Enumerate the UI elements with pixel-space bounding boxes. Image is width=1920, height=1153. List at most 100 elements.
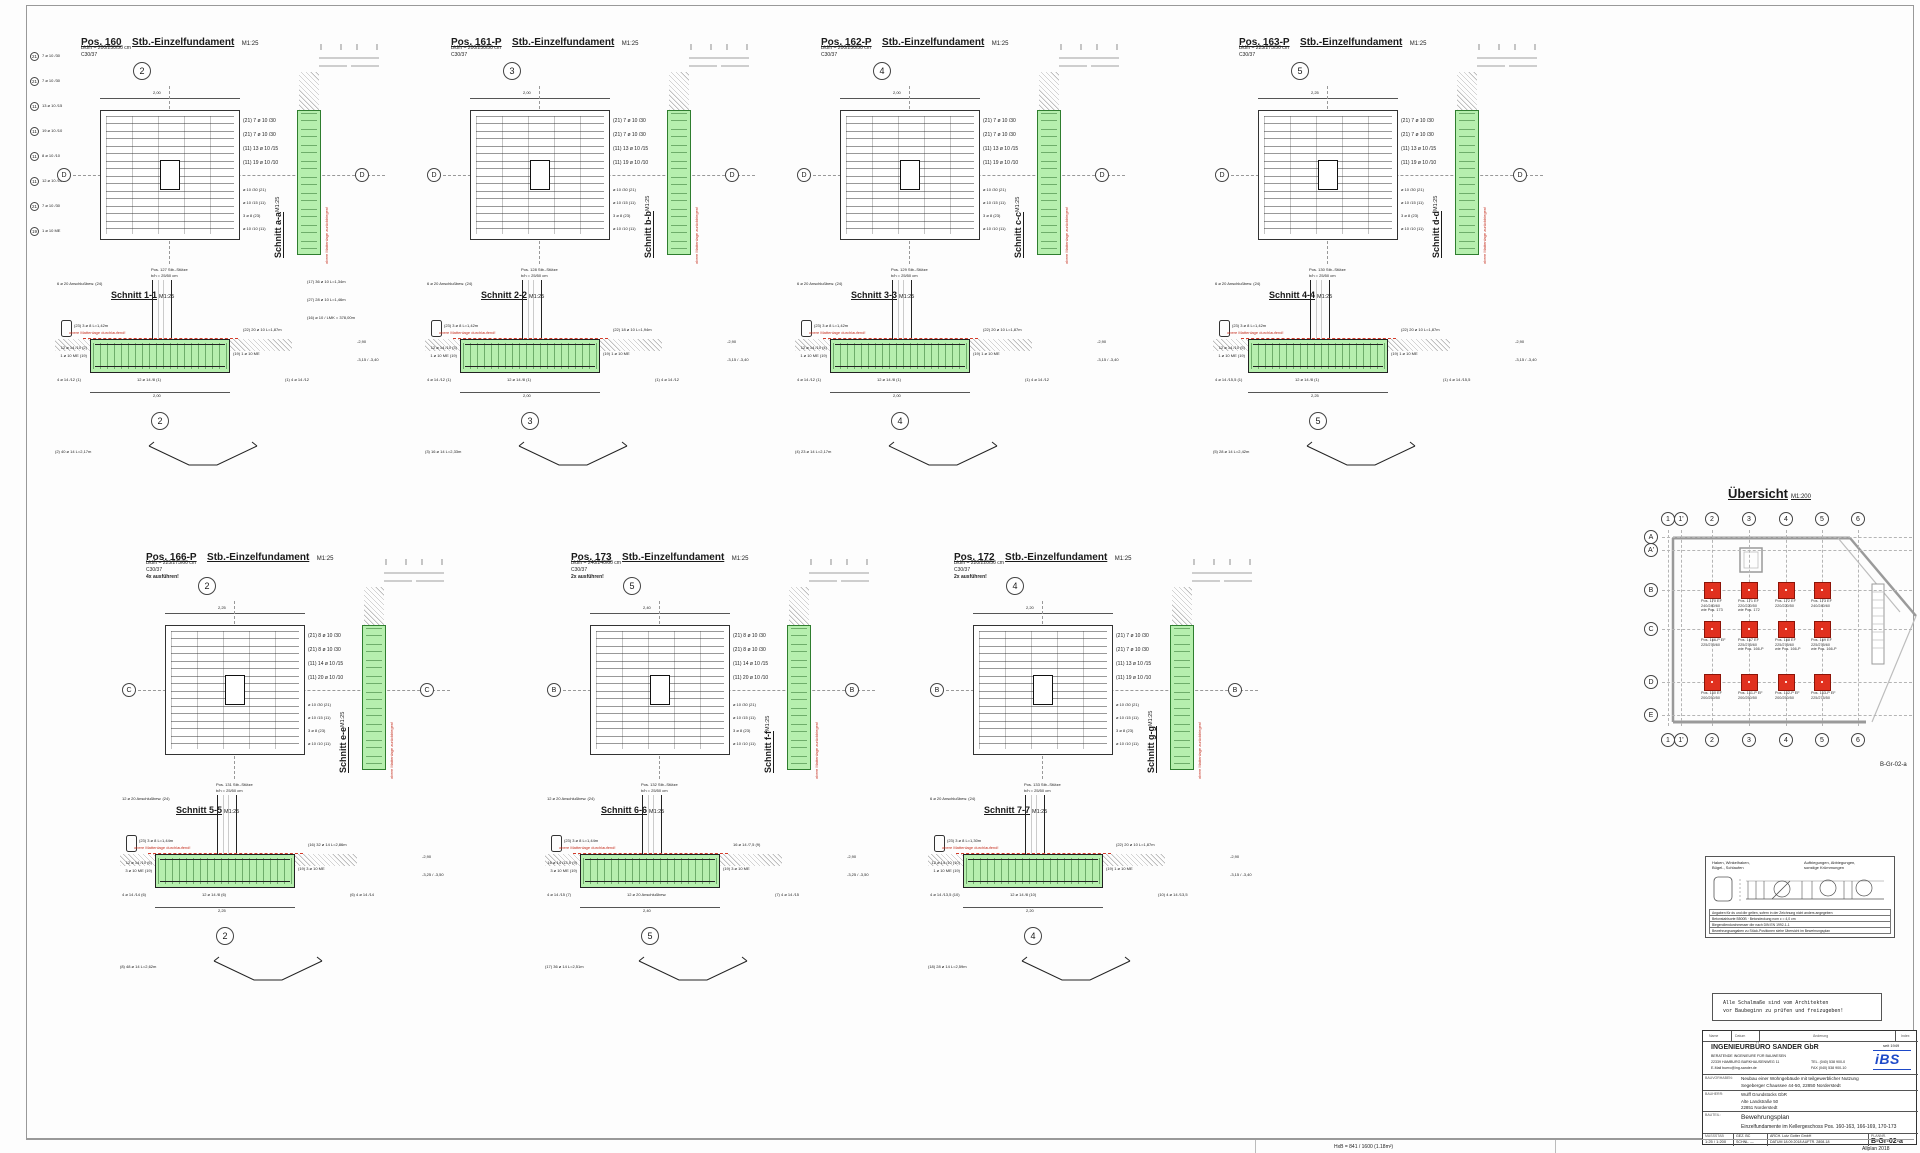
position-scale: M1:25 [621, 41, 639, 47]
ground-hatch-left [55, 339, 90, 351]
position-scale: M1:25 [241, 41, 259, 47]
concrete-class: C30/37 [954, 567, 971, 573]
position-scale: M1:25 [1409, 41, 1427, 47]
red-mesh-line [83, 338, 238, 339]
vertical-section-strip [787, 625, 811, 770]
rebar-callout: (21) 8 ø 10 /30 [308, 647, 341, 653]
foundation-label: Pos. 173 EF 240/240/60 [1811, 599, 1832, 608]
elevation-bottom: -3,15 / -3,40 [357, 357, 379, 362]
column-size-note: b/h = 25/50 cm [1309, 273, 1336, 278]
side-bar-label: 4 ø 14 /14 (6) [122, 892, 147, 897]
red-mesh-line [956, 853, 1111, 854]
rebar-callout: (11) 19 ø 10 /10 [1116, 675, 1152, 681]
bar-mark-row: 11 8 ø 10 /10 [30, 152, 100, 162]
ground-hatch-right [230, 339, 292, 351]
title-block: Name Datum Änderung Index INGENIEURBÜRO … [1702, 1030, 1918, 1146]
wall-hatch [1457, 72, 1477, 110]
legend-left-title: Haken, Winkelhaken, [1712, 860, 1750, 865]
footing-stirrups [966, 858, 1100, 884]
position-number: Pos. 162-P [821, 37, 872, 48]
column-size-note: b/h = 25/50 cm [151, 273, 178, 278]
foundation-plan-view [590, 625, 730, 755]
stirrup-symbol [61, 320, 72, 337]
foundation-square [1741, 582, 1758, 599]
bent-bar-label: (2) 40 ø 14 L=2,17m [55, 449, 92, 454]
column-outline [900, 160, 920, 190]
position-title: Pos. 172 Stb.-Einzelfundament M1:25 [954, 547, 1131, 565]
drawing-type: Bewehrungsplan [1741, 1114, 1790, 1121]
footing-width-dim-line [963, 907, 1103, 908]
grid-letter-left: B [547, 683, 561, 697]
overview-title: Übersicht M1:200 [1728, 486, 1811, 501]
grid-letter-right: C [420, 683, 434, 697]
grid-letter-right: D [355, 168, 369, 182]
me-bar-note: (22) 20 ø 10 L=1,87m [243, 327, 282, 332]
red-note: obere Mattenlage durchlaufend! [1227, 330, 1284, 335]
side-bar-label: 4 ø 14 /12 (1) [797, 377, 822, 382]
footing-callout-right: (19) 3 ø 10 ME [298, 866, 325, 871]
ground-hatch-left [545, 854, 580, 866]
legend-table: Angaben für ds und dbr gelten, sofern in… [1709, 909, 1891, 935]
footing-stirrups [583, 858, 717, 884]
connection-rebar-note: 6 ø 20 Anschlußbew. (24) [427, 281, 473, 286]
stirrups [301, 113, 317, 252]
corner-dim-sketch [689, 44, 749, 67]
column-outline [225, 675, 245, 705]
stirrups [671, 113, 687, 252]
plan-width-dim-line [165, 613, 305, 614]
corner-dim-sketch [384, 559, 444, 582]
ground-hatch-right [720, 854, 782, 866]
bottom-bar-label: 12 ø 14 /8 (10) [1010, 892, 1037, 897]
footing-callout-left: 12 ø 14 /10 (10) [931, 860, 960, 865]
cad-app-label: Allplan 2018 [1862, 1146, 1890, 1152]
column-ref-note: Pos. 127 Stb.-Stütze [151, 267, 188, 272]
footing-section [1248, 339, 1388, 373]
stirrup-symbol [1219, 320, 1230, 337]
connection-rebar-note: 12 ø 20 Anschlußbew. (24) [547, 796, 595, 801]
strip-callout: ø 10 /10 (11) [613, 226, 636, 231]
footing-callout-right: (19) 1 ø 10 ME [1106, 866, 1133, 871]
elevation-top: -2,90 [1097, 339, 1107, 344]
bar-mark-row: 21 7 ø 10 /30 [30, 202, 100, 212]
strip-callout: 3 ø 8 (23) [243, 213, 261, 218]
red-mesh-line [573, 853, 728, 854]
bottom-rebar [465, 366, 595, 367]
grid-letter-right: D [1513, 168, 1527, 182]
stirrup-symbol [934, 835, 945, 852]
grid-row-bubble: A' [1644, 543, 1658, 557]
bar-mark-row: 21 7 ø 10 /30 [30, 52, 100, 62]
elevation-top: -2,90 [1230, 854, 1240, 859]
plan-code: B-Gr-02-a [1880, 762, 1907, 768]
part-label: BAUTEIL: [1705, 1113, 1721, 1117]
revision-header: Name Datum Änderung Index [1703, 1031, 1918, 1042]
extra-bar-note: (17) 36 ø 10 L=1,34m [307, 279, 346, 284]
client-block: BAUHERR: Wulff Grundstücks GbR Alte Land… [1703, 1090, 1918, 1112]
stirrups [366, 628, 382, 767]
bar-mark-row: 21 7 ø 10 /30 [30, 77, 100, 87]
position-number: Pos. 173 [571, 552, 612, 563]
column-size-note: b/h = 25/50 cm [641, 788, 668, 793]
grid-column-bubble: 5 [1815, 512, 1829, 526]
legend-row: Betonstahlsorte B500B · Betondeckung nom… [1709, 916, 1891, 923]
plan-width-dim: 2,25 [1311, 90, 1319, 95]
concrete-class: C30/37 [146, 567, 163, 573]
footing-width-dim-line [90, 392, 230, 393]
vertical-section-strip [667, 110, 691, 255]
strip-callout: ø 10 /15 (11) [1116, 715, 1139, 720]
plan-width-dim: 2,00 [523, 90, 531, 95]
column-ref-note: Pos. 130 Stb.-Stütze [1309, 267, 1346, 272]
bent-bar-label: (3) 16 ø 14 L=2,33m [425, 449, 462, 454]
section-name: Schnitt d-d [1431, 211, 1441, 258]
bottom-rebar [968, 881, 1098, 882]
position-scale: M1:25 [316, 556, 334, 562]
wall-hatch [299, 72, 319, 110]
elevation-bottom: -3,25 / -3,50 [422, 872, 444, 877]
ground-hatch-right [970, 339, 1032, 351]
footing-section [90, 339, 230, 373]
grid-column-bubble: 3 [1742, 733, 1756, 747]
footing-stirrups [1251, 343, 1385, 369]
foundation-label: Pos. 161-P EF 200/250/50 [1738, 691, 1763, 700]
ground-hatch-left [1213, 339, 1248, 351]
bar-mark-circle: 21 [30, 52, 39, 61]
rebar-callout: (21) 8 ø 10 /30 [733, 647, 766, 653]
